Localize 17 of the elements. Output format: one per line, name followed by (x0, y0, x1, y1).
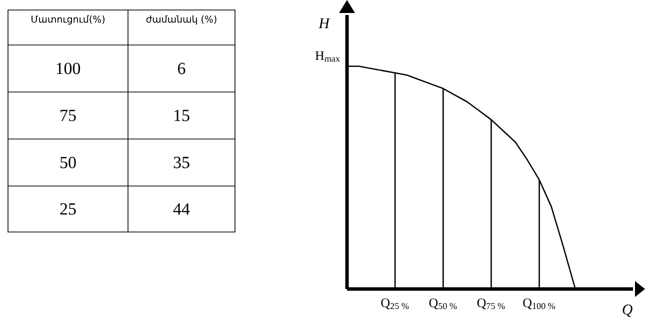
x-tick-label: Q$_{75 %}$ (477, 298, 505, 310)
y-tick-label: 25 (60, 203, 76, 215)
text: H$_{max}$ (315, 51, 340, 62)
data-label: 44 (173, 203, 190, 215)
data-label: 6 (178, 62, 186, 74)
y-axis-title: H (318, 18, 330, 28)
x-axis-title: Q (622, 304, 632, 317)
x-tick-label: Q$_{50 %}$ (429, 298, 457, 310)
y-tick-label: 50 (60, 156, 76, 168)
y-tick-label: 100 (56, 62, 80, 74)
data-label: 15 (174, 110, 190, 122)
x-tick-label: ժամանակ (%) (146, 15, 216, 25)
y-axis-title: Մատուցում(%) (32, 15, 104, 25)
data-label: 35 (174, 156, 190, 168)
x-tick-label: Q$_{25 %}$ (381, 298, 409, 310)
x-tick-label: Q$_{100 %}$ (523, 298, 556, 310)
y-tick-label: 75 (60, 110, 76, 122)
